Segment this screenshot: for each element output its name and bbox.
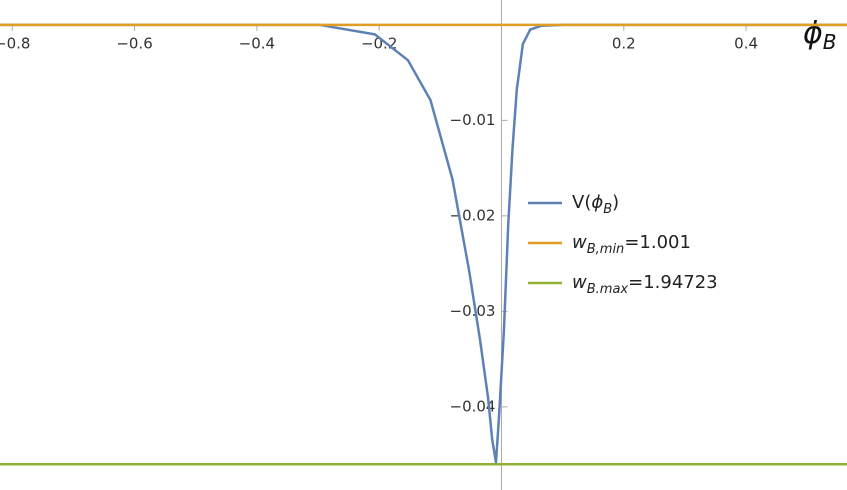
legend-text-part: w bbox=[572, 232, 587, 253]
legend-text-part: ) bbox=[612, 192, 619, 213]
x-tick-label: −0.6 bbox=[116, 34, 152, 52]
legend-text-part: =1.001 bbox=[624, 232, 691, 253]
x-tick-label: −0.8 bbox=[0, 34, 30, 52]
series-line bbox=[0, 23, 847, 464]
legend-text-part: V( bbox=[572, 192, 591, 213]
legend-text-part: =1.94723 bbox=[628, 272, 718, 293]
y-tick-label: −0.02 bbox=[450, 206, 496, 224]
legend-label: wB.max=1.94723 bbox=[572, 272, 718, 297]
legend-label: V(ϕB) bbox=[572, 192, 619, 217]
legend-label: wB,min=1.001 bbox=[572, 232, 691, 257]
y-tick-label: −0.04 bbox=[450, 397, 496, 415]
y-tick-label: −0.01 bbox=[450, 111, 496, 129]
x-tick-label: 0.4 bbox=[734, 34, 758, 52]
legend-text-part: w bbox=[572, 272, 587, 293]
legend-text-part: B.max bbox=[587, 282, 629, 297]
y-tick-label: −0.03 bbox=[450, 302, 496, 320]
legend-text-part: B,min bbox=[587, 242, 625, 257]
x-tick-label: 0.2 bbox=[612, 34, 636, 52]
legend-text-part: ϕ bbox=[591, 192, 603, 213]
x-tick-label: −0.4 bbox=[239, 34, 275, 52]
legend-text-part: B bbox=[603, 202, 612, 217]
x-tick-label: −0.2 bbox=[361, 34, 397, 52]
x-axis-label: ϕB bbox=[803, 16, 837, 54]
